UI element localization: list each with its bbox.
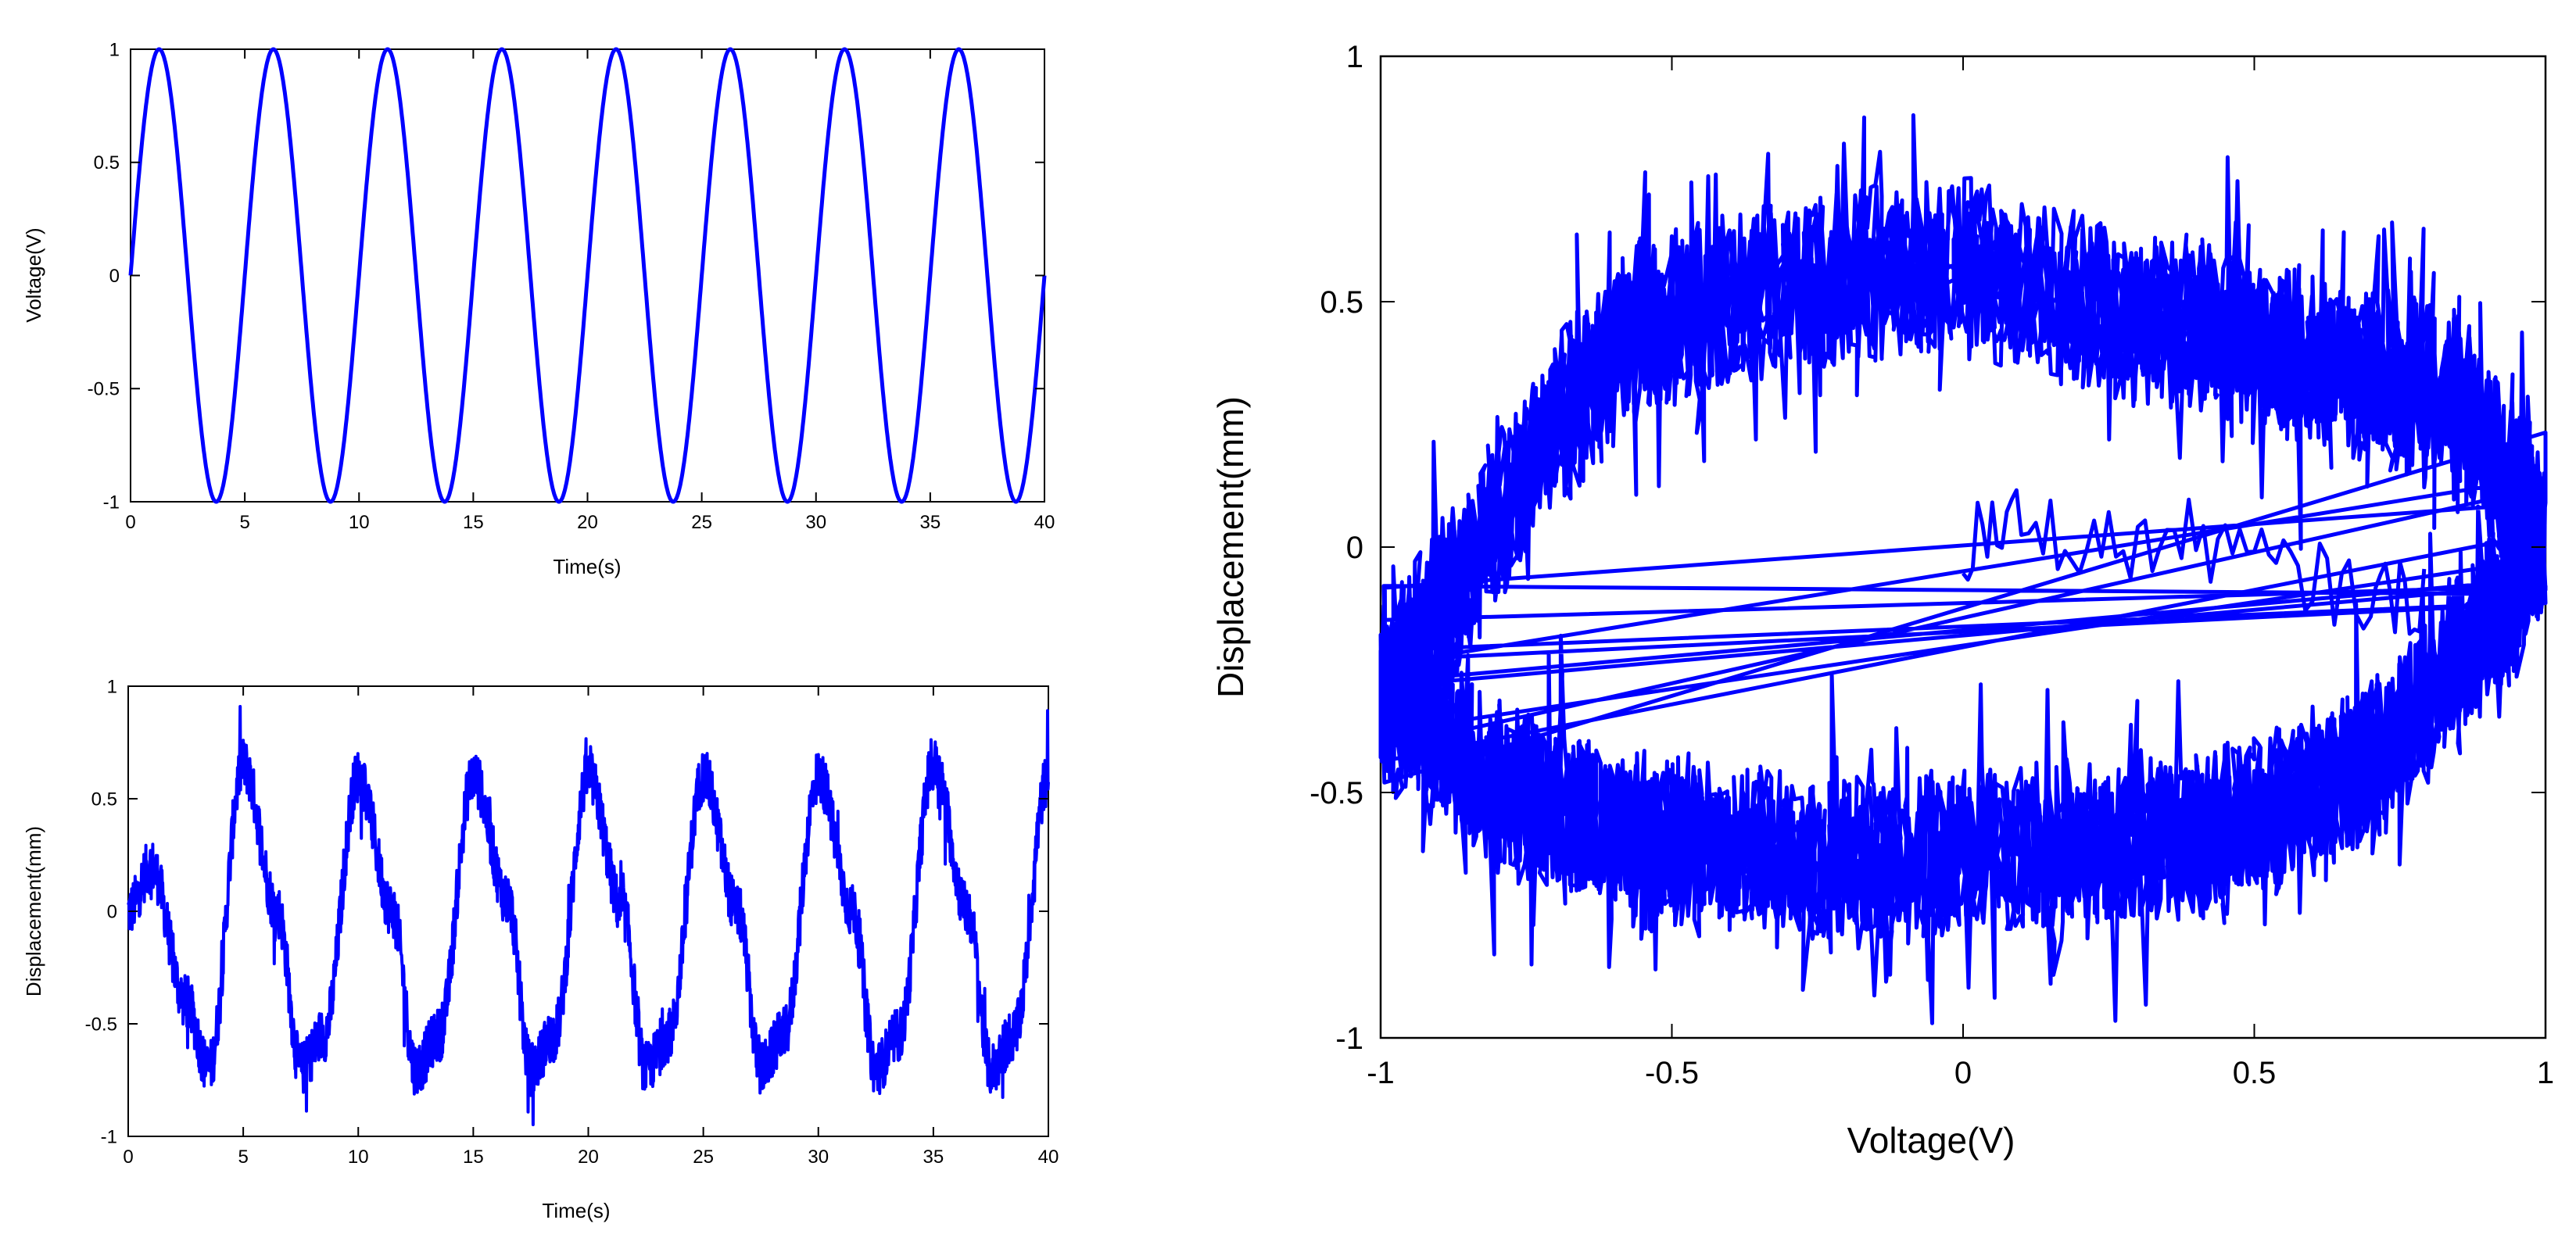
ticks-displacement-voltage: -1 -0.5 0 0.5 1 -1 -0.5 0 0.5 1 — [1309, 40, 2554, 1090]
x-tick-label: 30 — [808, 1147, 829, 1168]
y-tick-label: 0 — [1346, 531, 1363, 565]
xlabel-displacement-voltage: Voltage(V) — [1847, 1120, 2015, 1161]
x-tick-label: 0 — [1954, 1056, 1972, 1090]
x-tick-label: 0 — [125, 512, 135, 533]
series-displacement-time — [127, 705, 1050, 1126]
x-tick-label: 15 — [463, 1147, 484, 1168]
hysteresis-upper-branch — [1378, 113, 2548, 770]
ylabel-displacement-time: Displacement(mm) — [22, 826, 45, 996]
y-tick-label: -1 — [103, 492, 120, 513]
ticks-displacement-time: 0 5 10 15 20 25 30 35 40 -1 -0.5 0 0.5 1 — [85, 676, 1059, 1168]
y-tick-label: -0.5 — [1309, 776, 1363, 810]
x-tick-label: -1 — [1367, 1056, 1395, 1090]
x-tick-label: 25 — [693, 1147, 714, 1168]
ylabel-displacement-voltage: Displacement(mm) — [1210, 396, 1251, 698]
y-tick-label: 0 — [107, 901, 117, 922]
x-tick-label: 10 — [348, 1147, 369, 1168]
x-tick-label: 30 — [805, 512, 826, 533]
panel-displacement-time: 0 5 10 15 20 25 30 35 40 -1 -0.5 0 0.5 1 Time(s) Disp… — [22, 676, 1059, 1222]
y-tick-label: 1 — [109, 39, 120, 60]
ticks-voltage-time: 0 5 10 15 20 25 30 35 40 -1 -0.5 0 0.5 1 — [88, 39, 1055, 533]
x-tick-label: 35 — [920, 512, 941, 533]
y-tick-label: 0.5 — [1320, 285, 1363, 320]
x-tick-label: -0.5 — [1645, 1056, 1699, 1090]
y-tick-label: -1 — [1335, 1021, 1363, 1056]
y-tick-label: 1 — [107, 676, 117, 697]
series-displacement-voltage — [1378, 113, 2548, 1025]
x-tick-label: 1 — [2537, 1056, 2554, 1090]
panel-voltage-time: 0 5 10 15 20 25 30 35 40 -1 -0.5 0 0.5 1 Time(s) Volt… — [22, 39, 1055, 578]
x-tick-label: 5 — [238, 1147, 248, 1168]
x-tick-label: 25 — [691, 512, 712, 533]
displacement-line — [127, 705, 1050, 1126]
y-tick-label: -0.5 — [85, 1014, 117, 1035]
hysteresis-lower-branch — [1378, 420, 2548, 1025]
series-voltage-time — [128, 47, 1047, 504]
x-tick-label: 0 — [123, 1147, 133, 1168]
x-tick-label: 40 — [1034, 512, 1055, 533]
y-tick-label: 0 — [109, 266, 120, 287]
y-tick-label: 0.5 — [94, 152, 120, 174]
y-tick-label: 0.5 — [91, 789, 117, 810]
voltage-line — [128, 47, 1047, 504]
x-tick-label: 40 — [1038, 1147, 1059, 1168]
x-tick-label: 35 — [923, 1147, 944, 1168]
x-tick-label: 0.5 — [2233, 1056, 2277, 1090]
y-tick-label: 1 — [1346, 40, 1363, 74]
xlabel-displacement-time: Time(s) — [542, 1199, 610, 1222]
panel-displacement-voltage: -1 -0.5 0 0.5 1 -1 -0.5 0 0.5 1 Voltage(V) Displa… — [1210, 40, 2554, 1161]
hysteresis-initial-segment — [1962, 488, 2427, 636]
y-tick-label: -0.5 — [88, 379, 120, 400]
x-tick-label: 15 — [463, 512, 484, 533]
x-tick-label: 5 — [239, 512, 249, 533]
xlabel-voltage-time: Time(s) — [553, 555, 621, 578]
x-tick-label: 10 — [349, 512, 370, 533]
x-tick-label: 20 — [578, 1147, 599, 1168]
y-tick-label: -1 — [101, 1126, 117, 1147]
x-tick-label: 20 — [577, 512, 598, 533]
ylabel-voltage-time: Voltage(V) — [22, 227, 45, 322]
